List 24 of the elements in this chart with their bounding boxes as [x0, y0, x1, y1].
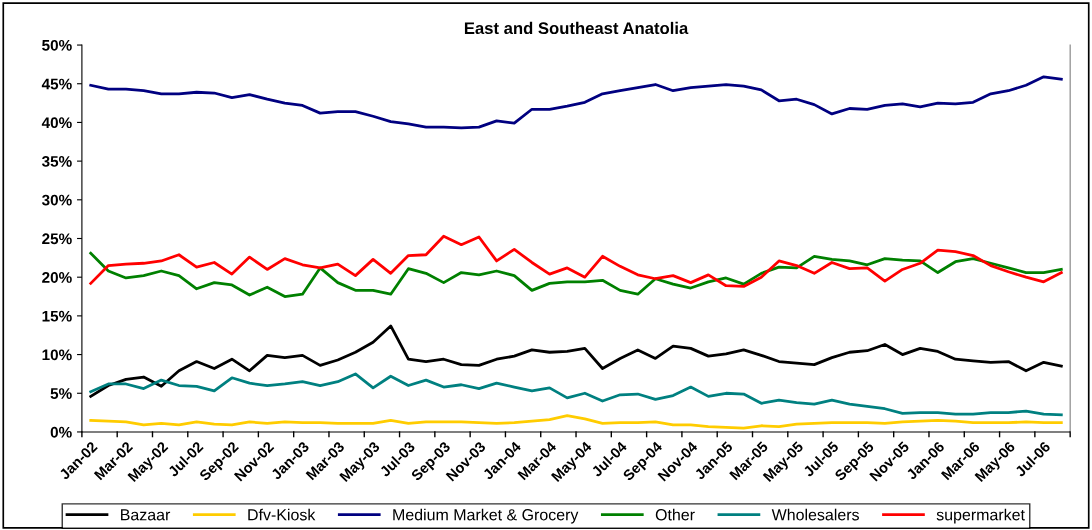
legend-label: supermarket [936, 508, 1025, 524]
y-tick-label: 5% [50, 388, 72, 399]
chart-title: East and Southeast Anatolia [464, 21, 689, 35]
legend-label: Wholesalers [771, 508, 859, 521]
line-series [89, 234, 1063, 288]
y-tick-label: 35% [41, 155, 72, 167]
y-tick-label: 40% [41, 117, 72, 129]
legend-label: Other [655, 508, 695, 521]
y-tick-label: 50% [42, 39, 72, 51]
legend-label: Bazaar [121, 509, 171, 521]
line-series [89, 324, 1063, 398]
line-series [89, 414, 1063, 430]
line-series [89, 251, 1063, 298]
y-tick-label: 25% [42, 233, 72, 245]
legend-label: Medium Market & Grocery [393, 508, 579, 524]
y-tick-label: 10% [42, 349, 72, 361]
y-tick-label: 0% [50, 426, 72, 438]
line-series [89, 75, 1063, 130]
y-tick-label: 20% [42, 272, 72, 283]
legend-label: Dfv-Kiosk [248, 508, 316, 521]
y-tick-label: 45% [41, 78, 72, 90]
line-series [89, 372, 1063, 417]
y-tick-label: 15% [42, 310, 72, 322]
y-tick-label: 30% [41, 194, 72, 206]
